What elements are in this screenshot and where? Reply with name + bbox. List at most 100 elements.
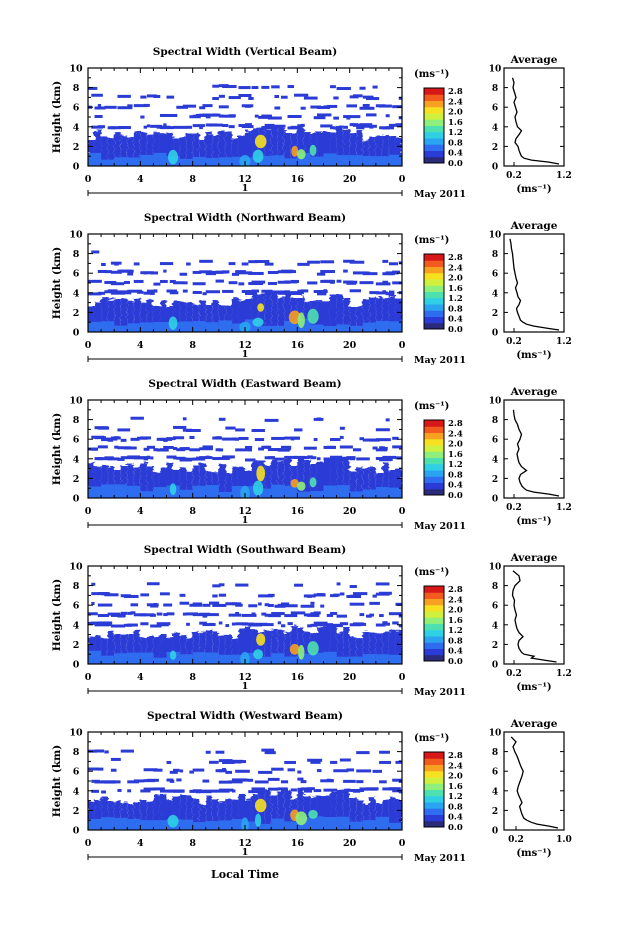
y-tick-label: 4 <box>73 786 80 797</box>
heatmap-cell <box>336 582 341 586</box>
heatmap-cell <box>280 624 286 628</box>
heatmap-cell <box>382 290 387 294</box>
heatmap-cell <box>205 821 219 830</box>
heatmap-cell <box>323 289 327 293</box>
heatmap-cell <box>356 799 363 830</box>
heatmap-cell <box>300 787 308 791</box>
heatmap-cell <box>179 793 187 830</box>
avg-x-tick-label: 0.2 <box>506 171 522 181</box>
heatmap-cell <box>127 780 139 784</box>
heatmap-cell <box>349 289 361 293</box>
heatmap-cell <box>107 457 120 461</box>
heatmap-cell <box>182 104 197 108</box>
average-unit: (ms⁻¹) <box>516 516 551 527</box>
y-tick-label: 4 <box>73 454 80 465</box>
heatmap-cell <box>307 758 323 762</box>
heatmap-cell <box>271 155 285 166</box>
heatmap-cell <box>238 271 253 275</box>
heatmap-cell <box>137 290 144 294</box>
avg-y-tick-label: 8 <box>492 84 498 94</box>
avg-y-tick-label: 8 <box>492 748 498 758</box>
heatmap-cell <box>349 115 361 119</box>
heatmap-cell <box>97 426 110 430</box>
heatmap-cell <box>274 106 281 110</box>
heatmap-cell <box>127 136 134 166</box>
heatmap-cell <box>267 777 280 781</box>
heatmap-cell <box>271 325 285 332</box>
avg-x-tick-label: 0.2 <box>506 337 522 347</box>
colorbar-swatch <box>424 463 444 471</box>
heatmap-cell <box>120 635 128 664</box>
heatmap-cell <box>310 156 324 166</box>
heatmap-cell <box>179 158 193 166</box>
colorbar-tick-label: 0.0 <box>448 823 463 833</box>
heatmap-cell <box>231 466 239 498</box>
heatmap-cell <box>330 85 336 89</box>
heatmap-cell <box>245 800 252 830</box>
colorbar-swatch <box>424 322 444 330</box>
heatmap-cell <box>267 116 282 120</box>
heatmap-cell <box>280 788 289 792</box>
heatmap-cell <box>382 280 389 284</box>
heatmap-cell <box>166 289 177 293</box>
heatmap-cell <box>395 630 402 664</box>
heatmap-cell <box>228 125 235 129</box>
heatmap-cell <box>173 469 180 498</box>
heatmap-cell <box>140 436 151 440</box>
heatmap-cell <box>316 417 321 421</box>
colorbar-swatch <box>424 611 444 618</box>
y-tick-label: 0 <box>73 826 80 837</box>
heatmap-cell <box>343 259 355 263</box>
heatmap-cell <box>146 445 156 449</box>
heatmap-cell <box>166 760 172 764</box>
heatmap-cell <box>336 294 344 332</box>
heatmap-cell <box>379 750 390 754</box>
average-profile-line <box>509 238 560 331</box>
heatmap-cell <box>349 656 363 664</box>
colorbar-swatch <box>424 131 444 139</box>
heatmap-cell <box>369 296 376 332</box>
average-frame <box>503 565 565 665</box>
colorbar-tick-label: 2.8 <box>448 585 463 595</box>
heatmap-cell <box>192 290 202 294</box>
heatmap-cell <box>133 279 144 283</box>
heatmap-cell <box>375 582 390 586</box>
colorbar-tick-label: 1.2 <box>448 294 463 304</box>
heatmap-cell <box>88 86 98 90</box>
heatmap-cell <box>392 281 402 285</box>
x-tick-label: 16 <box>291 174 305 185</box>
heatmap-cell <box>153 152 167 166</box>
heatmap-cell <box>225 131 232 166</box>
colorbar-tick-label: 0.0 <box>448 657 463 667</box>
heatmap-cell <box>110 624 126 628</box>
panel-title: Spectral Width (Westward Beam) <box>147 710 343 722</box>
colorbar-swatch <box>424 642 444 649</box>
y-tick-label: 6 <box>73 601 80 612</box>
heatmap-cell <box>179 601 190 605</box>
heatmap-cell <box>264 445 270 449</box>
colorbar-tick-label: 2.0 <box>448 440 463 450</box>
heatmap-cell <box>104 280 117 284</box>
heatmap-cell <box>379 760 392 764</box>
colorbar-swatch <box>424 94 444 101</box>
heatmap-cell <box>280 95 288 99</box>
heatmap-cell <box>159 113 167 117</box>
heatmap-cell <box>290 437 295 441</box>
avg-x-tick-label: 1.2 <box>556 171 572 181</box>
heatmap-cell <box>339 426 345 430</box>
heatmap-cell <box>264 790 272 830</box>
colorbar-frame <box>423 253 445 330</box>
heatmap-cell <box>261 85 270 89</box>
heatmap-cell <box>153 768 163 772</box>
heatmap-cell <box>91 602 95 606</box>
heatmap-cell <box>343 269 348 273</box>
heatmap-cell <box>218 94 225 98</box>
heatmap-cell <box>218 157 232 166</box>
heatmap-cell <box>159 634 167 664</box>
heatmap-cell <box>182 612 187 616</box>
heatmap-cell <box>205 750 211 754</box>
heatmap-cell <box>231 156 245 166</box>
avg-y-tick-label: 0 <box>492 163 498 173</box>
heatmap-cell <box>222 124 229 128</box>
heatmap-cell <box>159 448 168 452</box>
